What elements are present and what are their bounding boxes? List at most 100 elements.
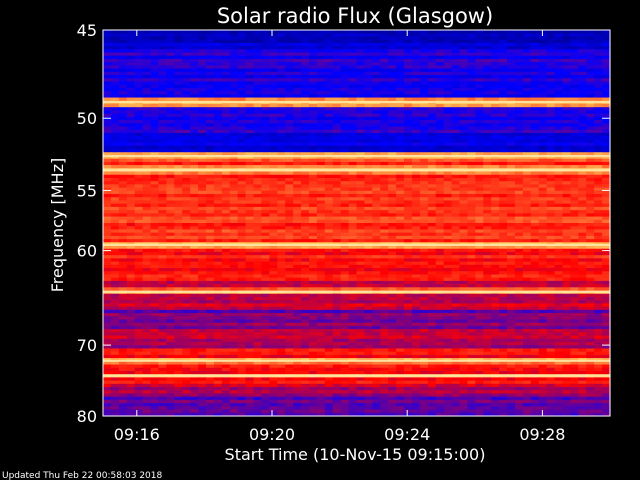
spectrogram-cell [182,33,191,38]
spectrogram-cell [467,264,476,269]
spectrogram-cell [237,226,247,231]
spectrogram-cell [190,171,199,176]
spectrogram-cell [475,251,484,256]
spectrogram-cell [451,71,461,76]
spectrogram-cell [570,197,579,202]
spectrogram-cell [182,36,191,41]
spectrogram-cell [514,226,524,231]
spectrogram-cell [507,200,516,205]
spectrogram-cell [419,78,429,83]
spectrogram-cell [285,274,294,279]
spectrogram-cell [158,210,167,214]
spectrogram-cell [269,33,278,38]
spectrogram-cell [435,261,445,266]
spectrogram-cell [213,75,223,79]
spectrogram-cell [554,181,564,185]
spectrogram-cell [190,129,199,134]
spectrogram-cell [103,30,112,34]
spectrogram-cell [142,248,152,253]
spectrogram-cell [158,42,167,47]
spectrogram-cell [514,248,524,253]
spectrogram-cell [253,165,263,169]
spectrogram-cell [316,103,326,108]
spectrogram-cell [507,58,516,63]
spectrogram-cell [372,136,381,140]
spectrogram-cell [277,49,286,54]
spectrogram-cell [388,226,397,231]
spectrogram-cell [602,39,611,44]
spectrogram-cell [451,97,461,102]
spectrogram-cell [451,55,461,60]
spectrogram-cell [348,81,358,86]
spectrogram-cell [411,181,421,185]
spectrogram-cell [277,123,286,128]
spectrogram-cell [158,94,167,99]
spectrogram-cell [118,271,128,276]
spectrogram-cell [475,145,484,150]
spectrogram-cell [221,206,231,211]
spectrogram-cell [491,42,500,47]
spectrogram-cell [530,216,540,221]
spectrogram-cell [245,110,255,115]
spectrogram-cell [411,136,421,140]
spectrogram-cell [380,42,389,47]
spectrogram-cell [467,142,476,147]
spectrogram-cell [538,226,548,231]
spectrogram-cell [182,258,191,263]
spectrogram-cell [459,136,468,140]
spectrogram-cell [229,200,239,205]
spectrogram-cell [578,155,587,160]
spectrogram-cell [467,177,476,182]
spectrogram-cell [150,46,160,50]
spectrogram-cell [491,145,500,150]
spectrogram-cell [483,126,492,131]
spectrogram-cell [316,239,326,243]
spectrogram-cell [443,251,453,256]
spectrogram-cell [348,110,358,115]
spectrogram-cell [594,46,603,50]
spectrogram-cell [198,120,207,124]
spectrogram-cell [261,55,270,60]
spectrogram-cell [451,91,461,95]
spectrogram-cell [356,110,366,115]
spectrogram-cell [507,71,516,76]
spectrogram-cell [364,123,373,128]
spectrogram-cell [356,136,366,140]
spectrogram-cell [158,136,167,140]
spectrogram-cell [554,271,564,276]
spectrogram-cell [261,161,270,166]
spectrogram-cell [142,181,152,185]
spectrogram-cell [245,55,255,60]
spectrogram-cell [261,177,270,182]
spectrogram-cell [245,274,255,279]
spectrogram-cell [324,84,334,89]
spectrogram-cell [467,219,476,224]
spectrogram-cell [530,161,540,166]
spectrogram-cell [316,65,326,70]
spectrogram-cell [213,129,223,134]
spectrogram-cell [451,274,461,279]
spectrogram-cell [316,132,326,137]
spectrogram-cell [103,120,112,124]
spectrogram-cell [213,264,223,269]
spectrogram-cell [467,197,476,202]
spectrogram-cell [578,239,587,243]
spectrogram-cell [110,110,120,115]
spectrogram-cell [308,123,318,128]
spectrogram-cell [514,203,524,208]
spectrogram-cell [221,155,231,160]
spectrogram-cell [372,268,381,272]
spectrogram-cell [602,184,611,189]
spectrogram-cell [546,258,556,263]
spectrogram-cell [546,94,556,99]
spectrogram-cell [142,152,152,157]
spectrogram-cell [427,62,437,66]
spectrogram-cell [388,264,397,269]
spectrogram-cell [324,33,334,38]
spectrogram-cell [332,274,342,279]
spectrogram-cell [475,42,484,47]
spectrogram-cell [205,177,215,182]
spectrogram-cell [293,165,302,169]
spectrogram-cell [205,223,215,227]
spectrogram-cell [245,226,255,231]
